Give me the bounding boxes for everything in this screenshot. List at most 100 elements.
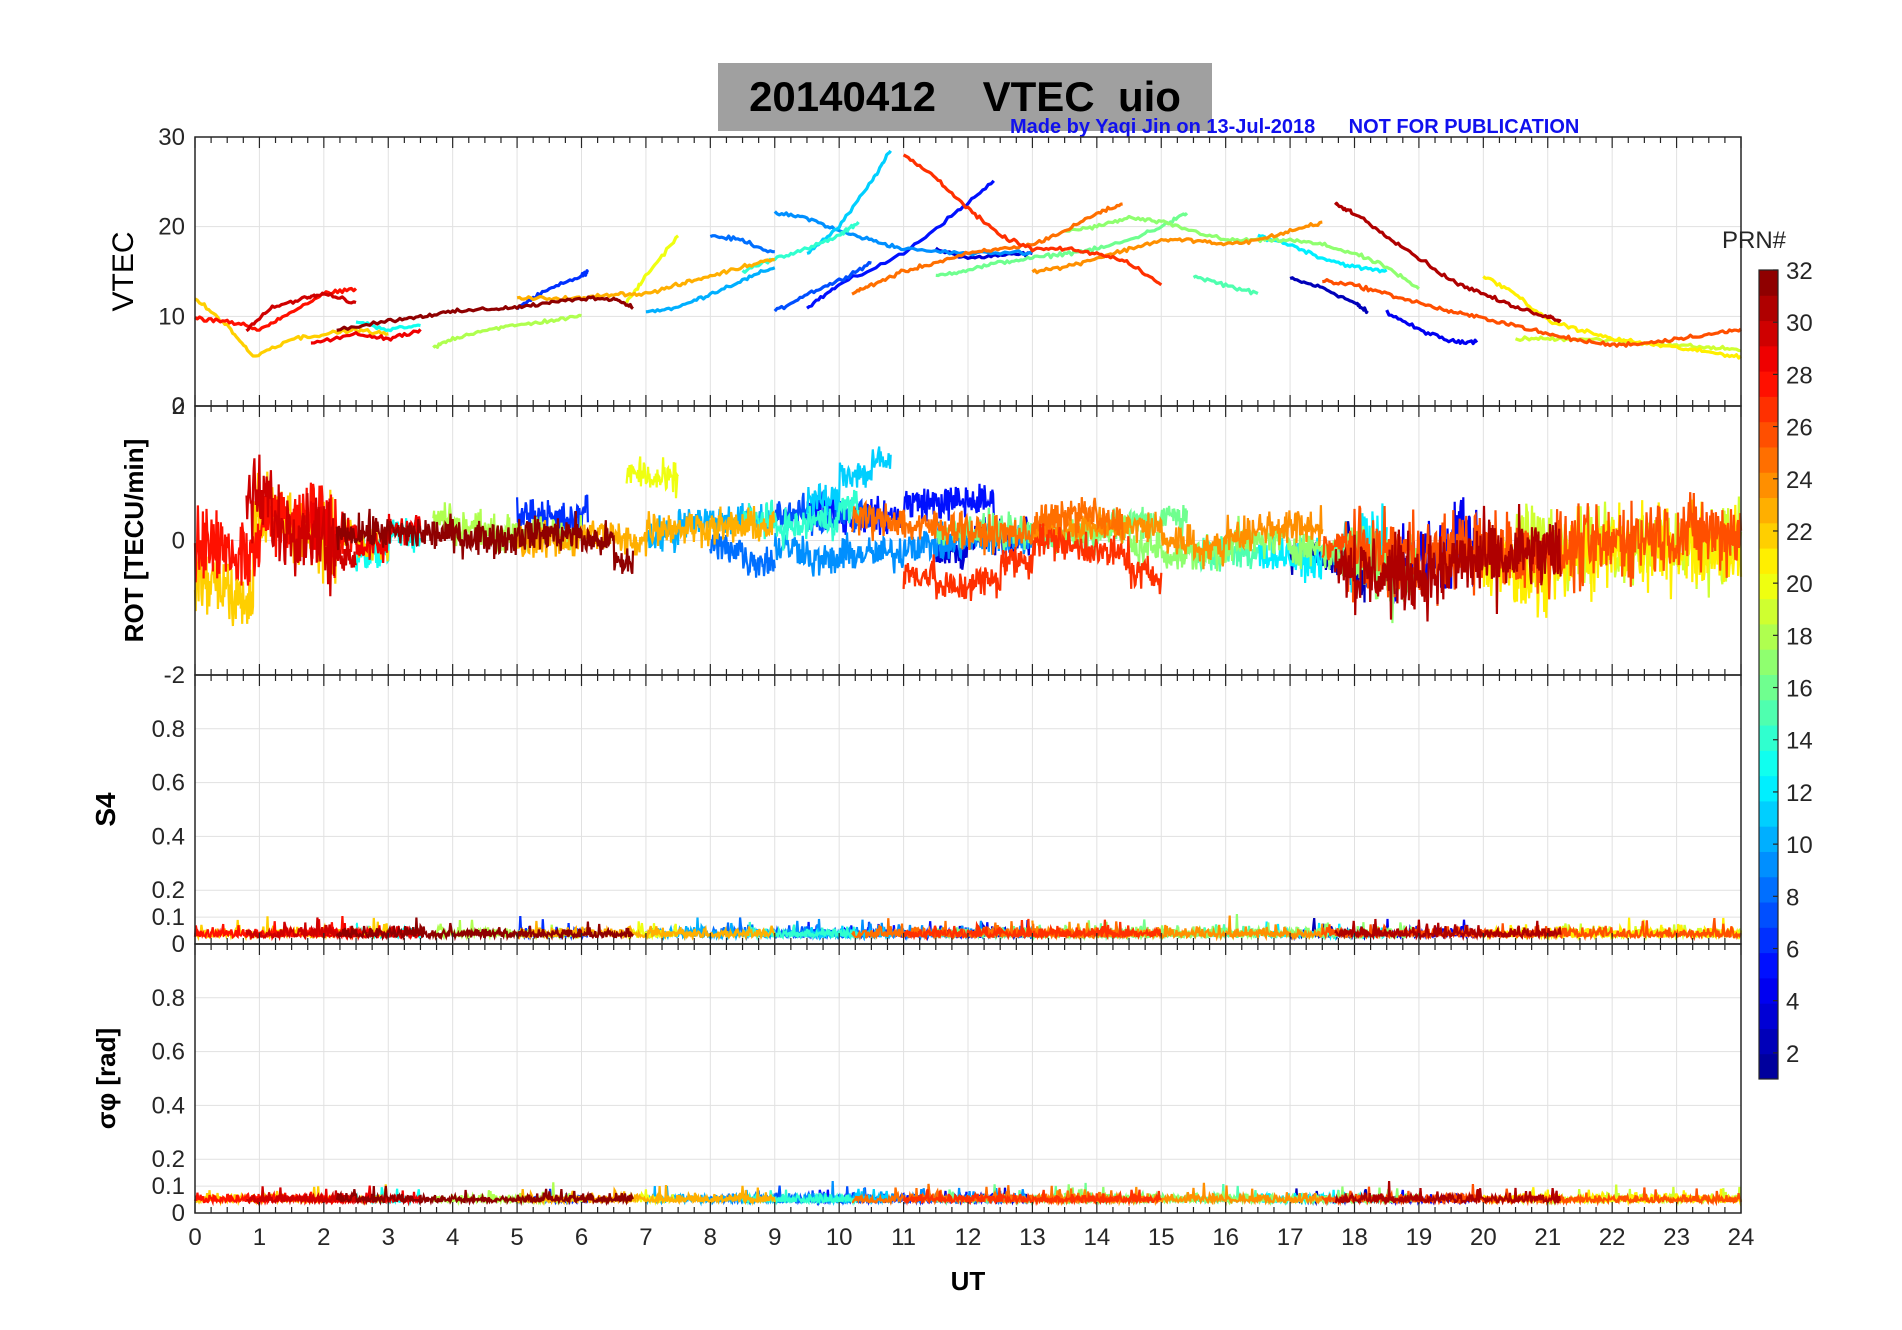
colorbar-segment — [1759, 1003, 1778, 1029]
x-tick-label: 1 — [253, 1224, 266, 1251]
sigma-phi-ytick-label: 0.8 — [152, 985, 185, 1012]
vtec-series-prn-5 — [806, 179, 995, 310]
colorbar-segment — [1759, 371, 1778, 397]
rot-series-prn-14 — [741, 489, 860, 551]
sigma-phi-ytick-label: 0.2 — [152, 1146, 185, 1173]
axes-layer — [194, 136, 1779, 1214]
vtec-series-prn-6 — [515, 269, 590, 311]
colorbar-segment — [1759, 952, 1778, 979]
x-tick-label: 15 — [1148, 1224, 1175, 1251]
sigma-phi-ytick-label: 0 — [172, 1200, 185, 1227]
colorbar-tick-label: 2 — [1786, 1041, 1799, 1068]
label-layer: 0102030-20200.10.20.40.60.800.10.20.40.6… — [90, 124, 1813, 1296]
colorbar-segment — [1759, 396, 1778, 423]
sigma-phi-series-prn-31 — [1334, 1181, 1561, 1206]
vtec-series-prn-15 — [1192, 274, 1259, 296]
colorbar-tick-label: 20 — [1786, 571, 1813, 598]
vtec-series-prn-7 — [773, 260, 872, 313]
colorbar-tick-label: 22 — [1786, 519, 1813, 546]
vtec-series-prn-8 — [709, 234, 775, 254]
vtec-ytick-label: 30 — [158, 124, 185, 151]
vtec-series-prn-4 — [1385, 309, 1479, 346]
colorbar-tick-label: 30 — [1786, 310, 1813, 337]
colorbar-segment — [1759, 270, 1778, 296]
x-tick-label: 4 — [446, 1224, 459, 1251]
sigma-phi-ytick-label: 0.4 — [152, 1092, 185, 1119]
x-tick-label: 2 — [317, 1224, 330, 1251]
colorbar-title: PRN# — [1722, 227, 1787, 254]
vtec-series-prn-10 — [645, 266, 776, 314]
s4-series-prn-32 — [335, 917, 634, 942]
x-tick-label: 14 — [1083, 1224, 1110, 1251]
figure-title-box: 20140412 VTEC uio — [718, 63, 1212, 131]
colorbar-segment — [1759, 320, 1778, 347]
colorbar-segment — [1759, 674, 1778, 701]
sigma-phi-ytick-label: 0.1 — [152, 1173, 185, 1200]
s4-series-prn-31 — [1334, 918, 1562, 942]
colorbar-segment — [1759, 902, 1778, 928]
colorbar-segment — [1759, 977, 1778, 1004]
x-tick-label: 8 — [704, 1224, 717, 1251]
x-tick-label: 6 — [575, 1224, 588, 1251]
vtec-series-prn-22 — [194, 297, 389, 358]
rot-series-prn-30 — [245, 454, 358, 597]
s4-ytick-label: 0.1 — [152, 904, 185, 931]
s4-ytick-label: 0 — [172, 931, 185, 958]
rot-series-prn-27 — [902, 523, 1163, 601]
s4-ytick-label: 0.8 — [152, 716, 185, 743]
figure-title: 20140412 VTEC uio — [749, 73, 1181, 120]
colorbar-segment — [1759, 446, 1778, 473]
rot-series-prn-31 — [1334, 503, 1562, 622]
vtec-series-prn-17 — [1064, 214, 1420, 290]
credit-note: Made by Yaqi Jin on 13-Jul-2018 NOT FOR … — [1010, 116, 1580, 138]
x-tick-label: 20 — [1470, 1224, 1497, 1251]
rot-ytick-label: 2 — [172, 393, 185, 420]
vtec-series-prn-21 — [1482, 275, 1743, 360]
vtec-series-prn-32 — [336, 295, 634, 332]
rot-series-prn-8 — [709, 533, 776, 578]
x-tick-label: 19 — [1406, 1224, 1433, 1251]
rot-ylabel: ROT [TECU/min] — [119, 439, 149, 643]
s4-ylabel: S4 — [90, 792, 121, 827]
x-tick-label: 12 — [955, 1224, 982, 1251]
rot-series-prn-24 — [1031, 505, 1324, 570]
colorbar-segment — [1759, 472, 1778, 499]
colorbar-segment — [1759, 699, 1778, 726]
colorbar-segment — [1759, 548, 1778, 574]
vtec-series-prn-18 — [432, 313, 582, 349]
colorbar-segment — [1759, 750, 1778, 777]
data-layer — [193, 149, 1778, 1207]
colorbar-segment — [1759, 522, 1778, 549]
colorbar-segment — [1759, 497, 1778, 524]
x-tick-label: 17 — [1277, 1224, 1304, 1251]
colorbar-tick-label: 26 — [1786, 415, 1813, 442]
vtec-series-prn-16 — [935, 211, 1189, 278]
vtec-series-prn-25 — [851, 202, 1123, 296]
x-tick-label: 7 — [639, 1224, 652, 1251]
colorbar-tick-label: 24 — [1786, 467, 1813, 494]
colorbar-tick-label: 16 — [1786, 676, 1813, 703]
x-tick-label: 18 — [1341, 1224, 1368, 1251]
colorbar-segment — [1759, 345, 1778, 372]
colorbar-tick-label: 32 — [1786, 258, 1813, 285]
x-tick-label: 22 — [1599, 1224, 1626, 1251]
vtec-ytick-label: 10 — [158, 303, 185, 330]
rot-series-prn-32 — [335, 508, 635, 575]
colorbar-segment — [1759, 826, 1778, 852]
vtec-series-prn-24 — [1031, 220, 1323, 275]
rot-series-prn-20 — [625, 456, 680, 499]
vtec-series-prn-30 — [245, 291, 357, 333]
rot-series-prn-23 — [516, 505, 776, 558]
x-tick-label: 24 — [1728, 1224, 1755, 1251]
vtec-series-prn-31 — [1333, 201, 1562, 324]
vtec-ytick-label: 20 — [158, 214, 185, 241]
colorbar-segment — [1759, 876, 1778, 903]
x-tick-label: 3 — [382, 1224, 395, 1251]
s4-ytick-label: 0.2 — [152, 877, 185, 904]
x-tick-label: 16 — [1212, 1224, 1239, 1251]
x-tick-label: 21 — [1534, 1224, 1561, 1251]
x-tick-label: 11 — [891, 1224, 916, 1251]
sigma-phi-series-prn-32 — [335, 1185, 634, 1207]
vtec-series-prn-27 — [902, 153, 1163, 287]
